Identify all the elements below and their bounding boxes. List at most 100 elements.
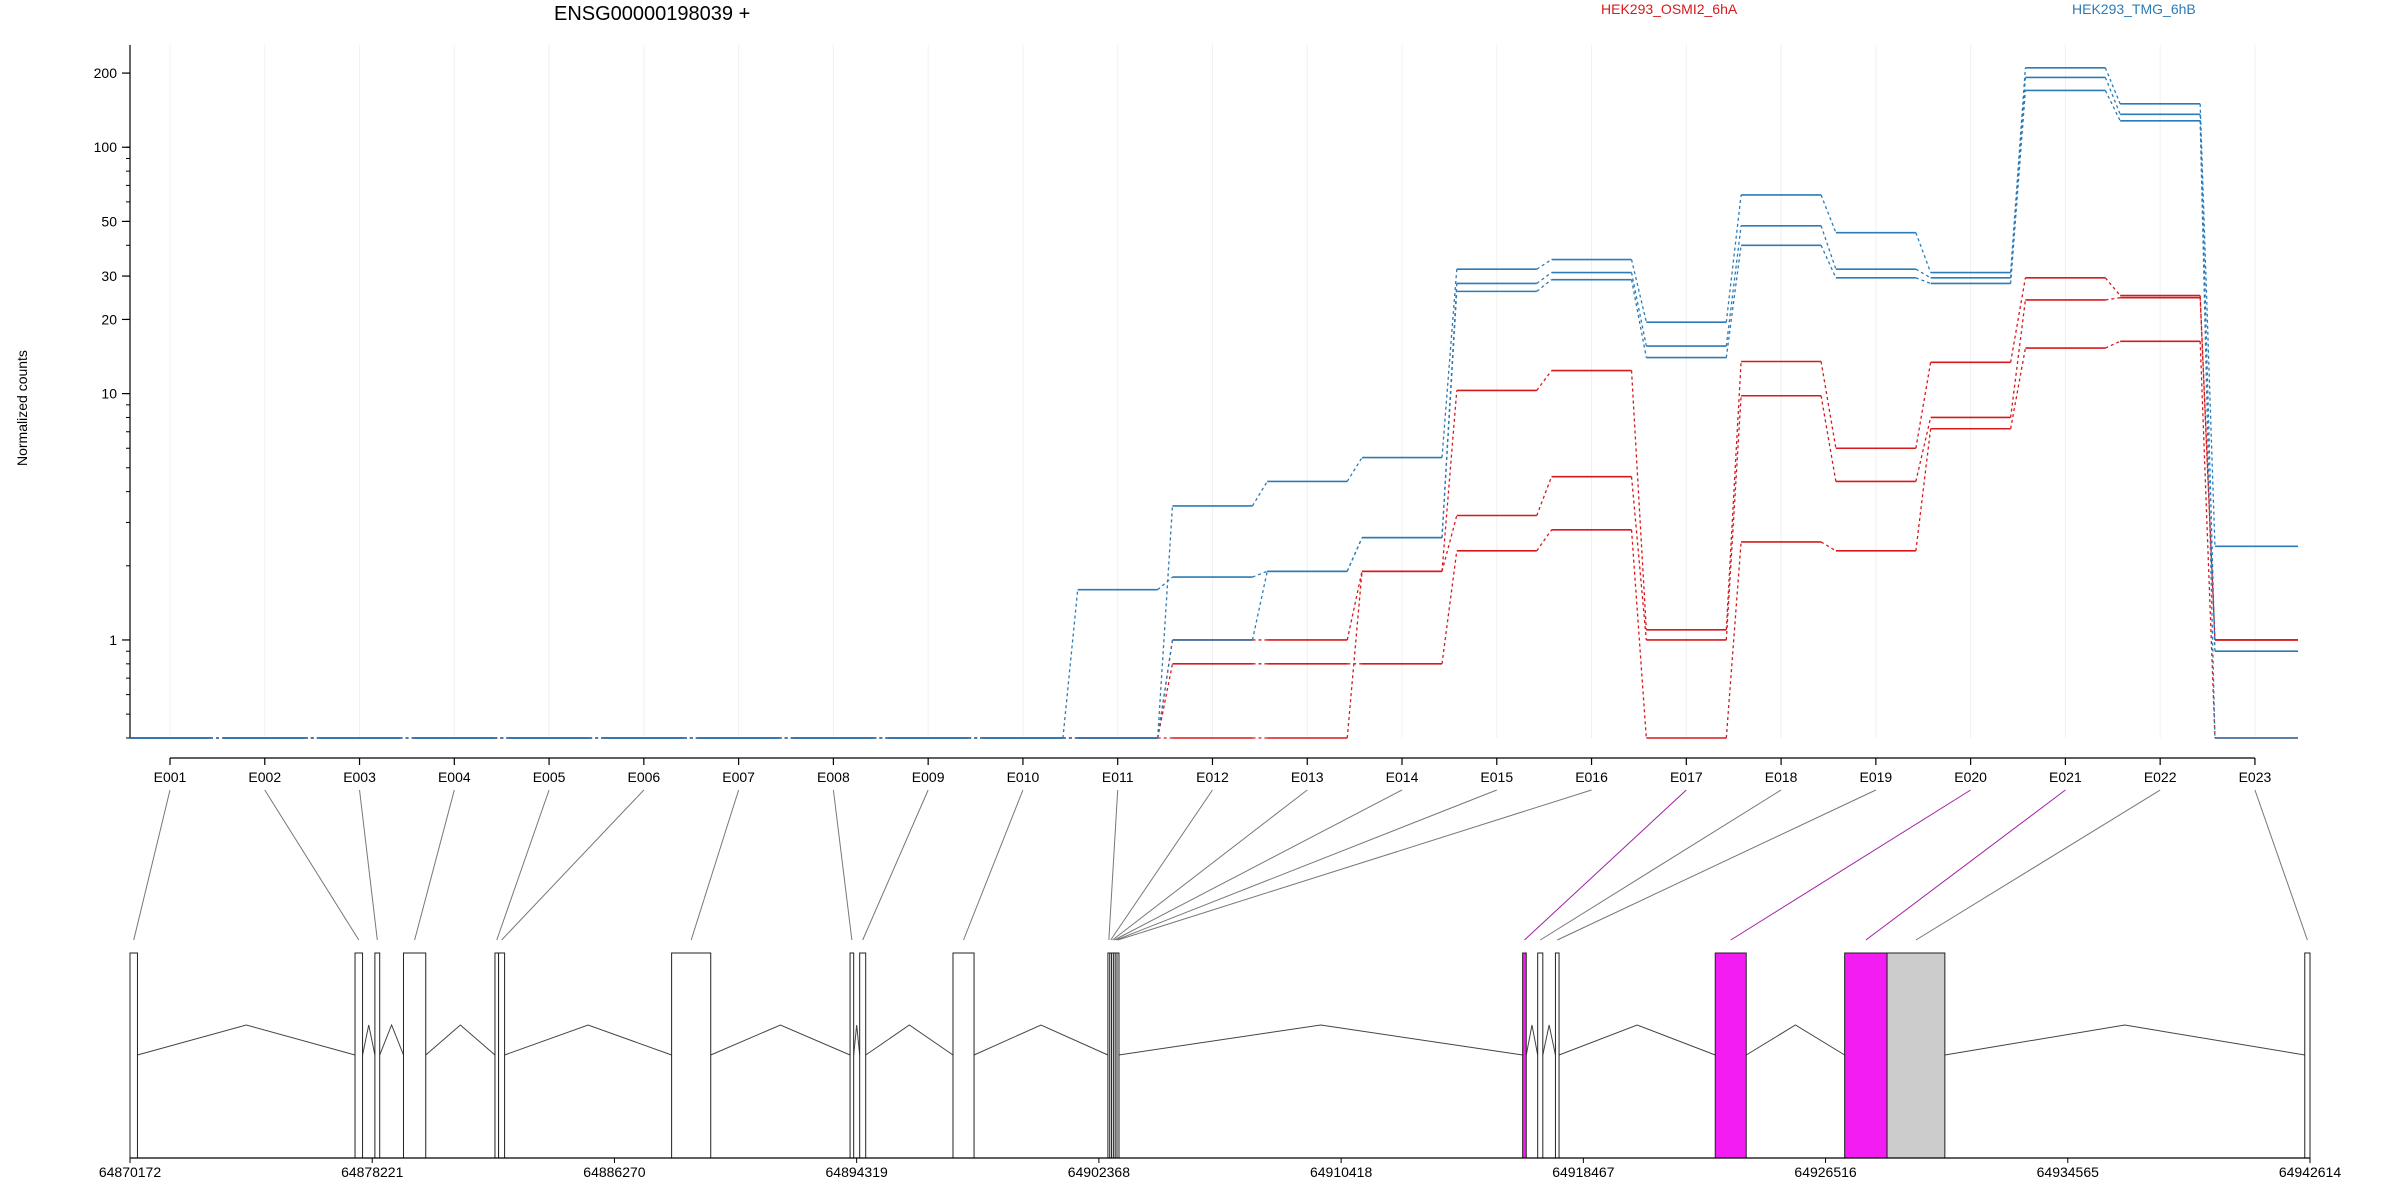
exon-box: [671, 952, 712, 1159]
series-connector: [1820, 541, 1837, 552]
series-connector: [1630, 370, 1647, 630]
series-connector: [1441, 283, 1458, 538]
genomic-coordinate-label: 64902368: [1068, 1164, 1131, 1180]
exon-link-line: [1524, 789, 1687, 941]
exon-link-line: [264, 789, 360, 941]
series-connector: [2009, 90, 2027, 284]
y-tick-label: 50: [101, 213, 117, 229]
series-connector: [1725, 395, 1742, 641]
exon-link-line: [1730, 789, 1971, 941]
series-connector: [1441, 390, 1458, 572]
series-connector: [1630, 259, 1647, 323]
exon-link-line: [359, 789, 378, 941]
exon-box: [1537, 952, 1544, 1159]
exon-link-line: [501, 789, 645, 941]
exon-box: [498, 952, 506, 1159]
y-tick-label: 30: [101, 268, 117, 284]
legend-group-1: HEK293_OSMI2_6hA: [1601, 1, 1738, 17]
exon-link-line: [133, 789, 171, 941]
exon-link-line: [1115, 789, 1497, 941]
exon-box: [374, 952, 381, 1159]
exon-link-line: [1117, 789, 1592, 941]
series-connector: [1630, 272, 1647, 347]
genomic-coordinate-label: 64870172: [99, 1164, 162, 1180]
series-connector: [2009, 299, 2027, 418]
series-connector: [1820, 361, 1837, 449]
exon-link-line: [1112, 789, 1308, 941]
exon-box: [2304, 952, 2311, 1159]
y-tick-label: 100: [94, 139, 118, 155]
chart-title: ENSG00000198039 +: [554, 3, 751, 25]
x-tick-label: E010: [1007, 769, 1040, 785]
exon-link-line: [496, 789, 550, 941]
series-connector: [1346, 457, 1363, 482]
intron-line: [1525, 1024, 1539, 1056]
series-connector: [1536, 476, 1553, 516]
intron-line: [973, 1024, 1109, 1056]
x-tick-label: E004: [438, 769, 471, 785]
series-connector: [1630, 529, 1647, 739]
x-tick-label: E005: [533, 769, 566, 785]
series-4: [130, 89, 2298, 739]
x-tick-label: E018: [1765, 769, 1798, 785]
series-connector: [1915, 268, 1931, 279]
exon-link-line: [1114, 789, 1403, 941]
exon-box: [1554, 952, 1560, 1159]
series-connector: [1157, 639, 1174, 739]
series-connector: [2199, 103, 2216, 547]
legend-group-2: HEK293_TMG_6hB: [2072, 1, 2196, 17]
y-tick-label: 20: [101, 311, 117, 327]
intron-line: [1558, 1024, 1716, 1056]
x-tick-label: E011: [1102, 769, 1134, 785]
series-connector: [1915, 232, 1932, 273]
series-connector: [2105, 297, 2121, 301]
series-connector: [1441, 515, 1458, 572]
series-connector: [2009, 277, 2027, 363]
series-connector: [1062, 589, 1079, 739]
series-connector: [1157, 505, 1174, 739]
exon-box: [849, 952, 855, 1159]
x-tick-label: E001: [154, 769, 187, 785]
y-tick-label: 1: [109, 632, 117, 648]
series-connector: [1915, 428, 1932, 551]
series-6: [130, 67, 2298, 739]
series-connector: [2104, 277, 2121, 296]
exon-link-line: [1108, 789, 1119, 941]
exon-link-line: [1110, 789, 1213, 941]
series-connector: [2104, 77, 2121, 115]
genomic-coordinate-label: 64942614: [2279, 1164, 2342, 1180]
series-1: [130, 340, 2298, 739]
intron-line: [853, 1024, 861, 1056]
series-connector: [1630, 476, 1647, 641]
genomic-coordinate-label: 64894319: [826, 1164, 889, 1180]
x-tick-label: E014: [1386, 769, 1419, 785]
series-5: [130, 76, 2298, 739]
exon-box: [354, 952, 364, 1159]
series-connector: [1820, 194, 1837, 233]
series-connector: [1536, 259, 1552, 270]
exon-link-line: [690, 789, 740, 941]
x-tick-label: E002: [248, 769, 281, 785]
intron-line: [362, 1024, 376, 1056]
y-tick-label: 200: [94, 65, 118, 81]
x-tick-label: E013: [1291, 769, 1324, 785]
intron-line: [710, 1024, 851, 1056]
genomic-coordinate-label: 64926516: [1794, 1164, 1857, 1180]
x-tick-label: E022: [2144, 769, 2177, 785]
series-connector: [2199, 114, 2216, 652]
series-connector: [2009, 67, 2027, 273]
series-connector: [1441, 550, 1458, 664]
exon-box: [1886, 952, 1946, 1159]
exon-box: [1116, 952, 1120, 1159]
series-connector: [2199, 120, 2216, 739]
series-connector: [1915, 417, 1932, 482]
series-connector: [1346, 537, 1363, 572]
series-connector: [1346, 571, 1363, 641]
series-connector: [1536, 529, 1553, 552]
series-connector: [1251, 481, 1268, 507]
x-tick-label: E016: [1575, 769, 1608, 785]
exon-box: [1714, 952, 1747, 1159]
genomic-coordinate-label: 64886270: [583, 1164, 646, 1180]
intron-line: [865, 1024, 954, 1056]
